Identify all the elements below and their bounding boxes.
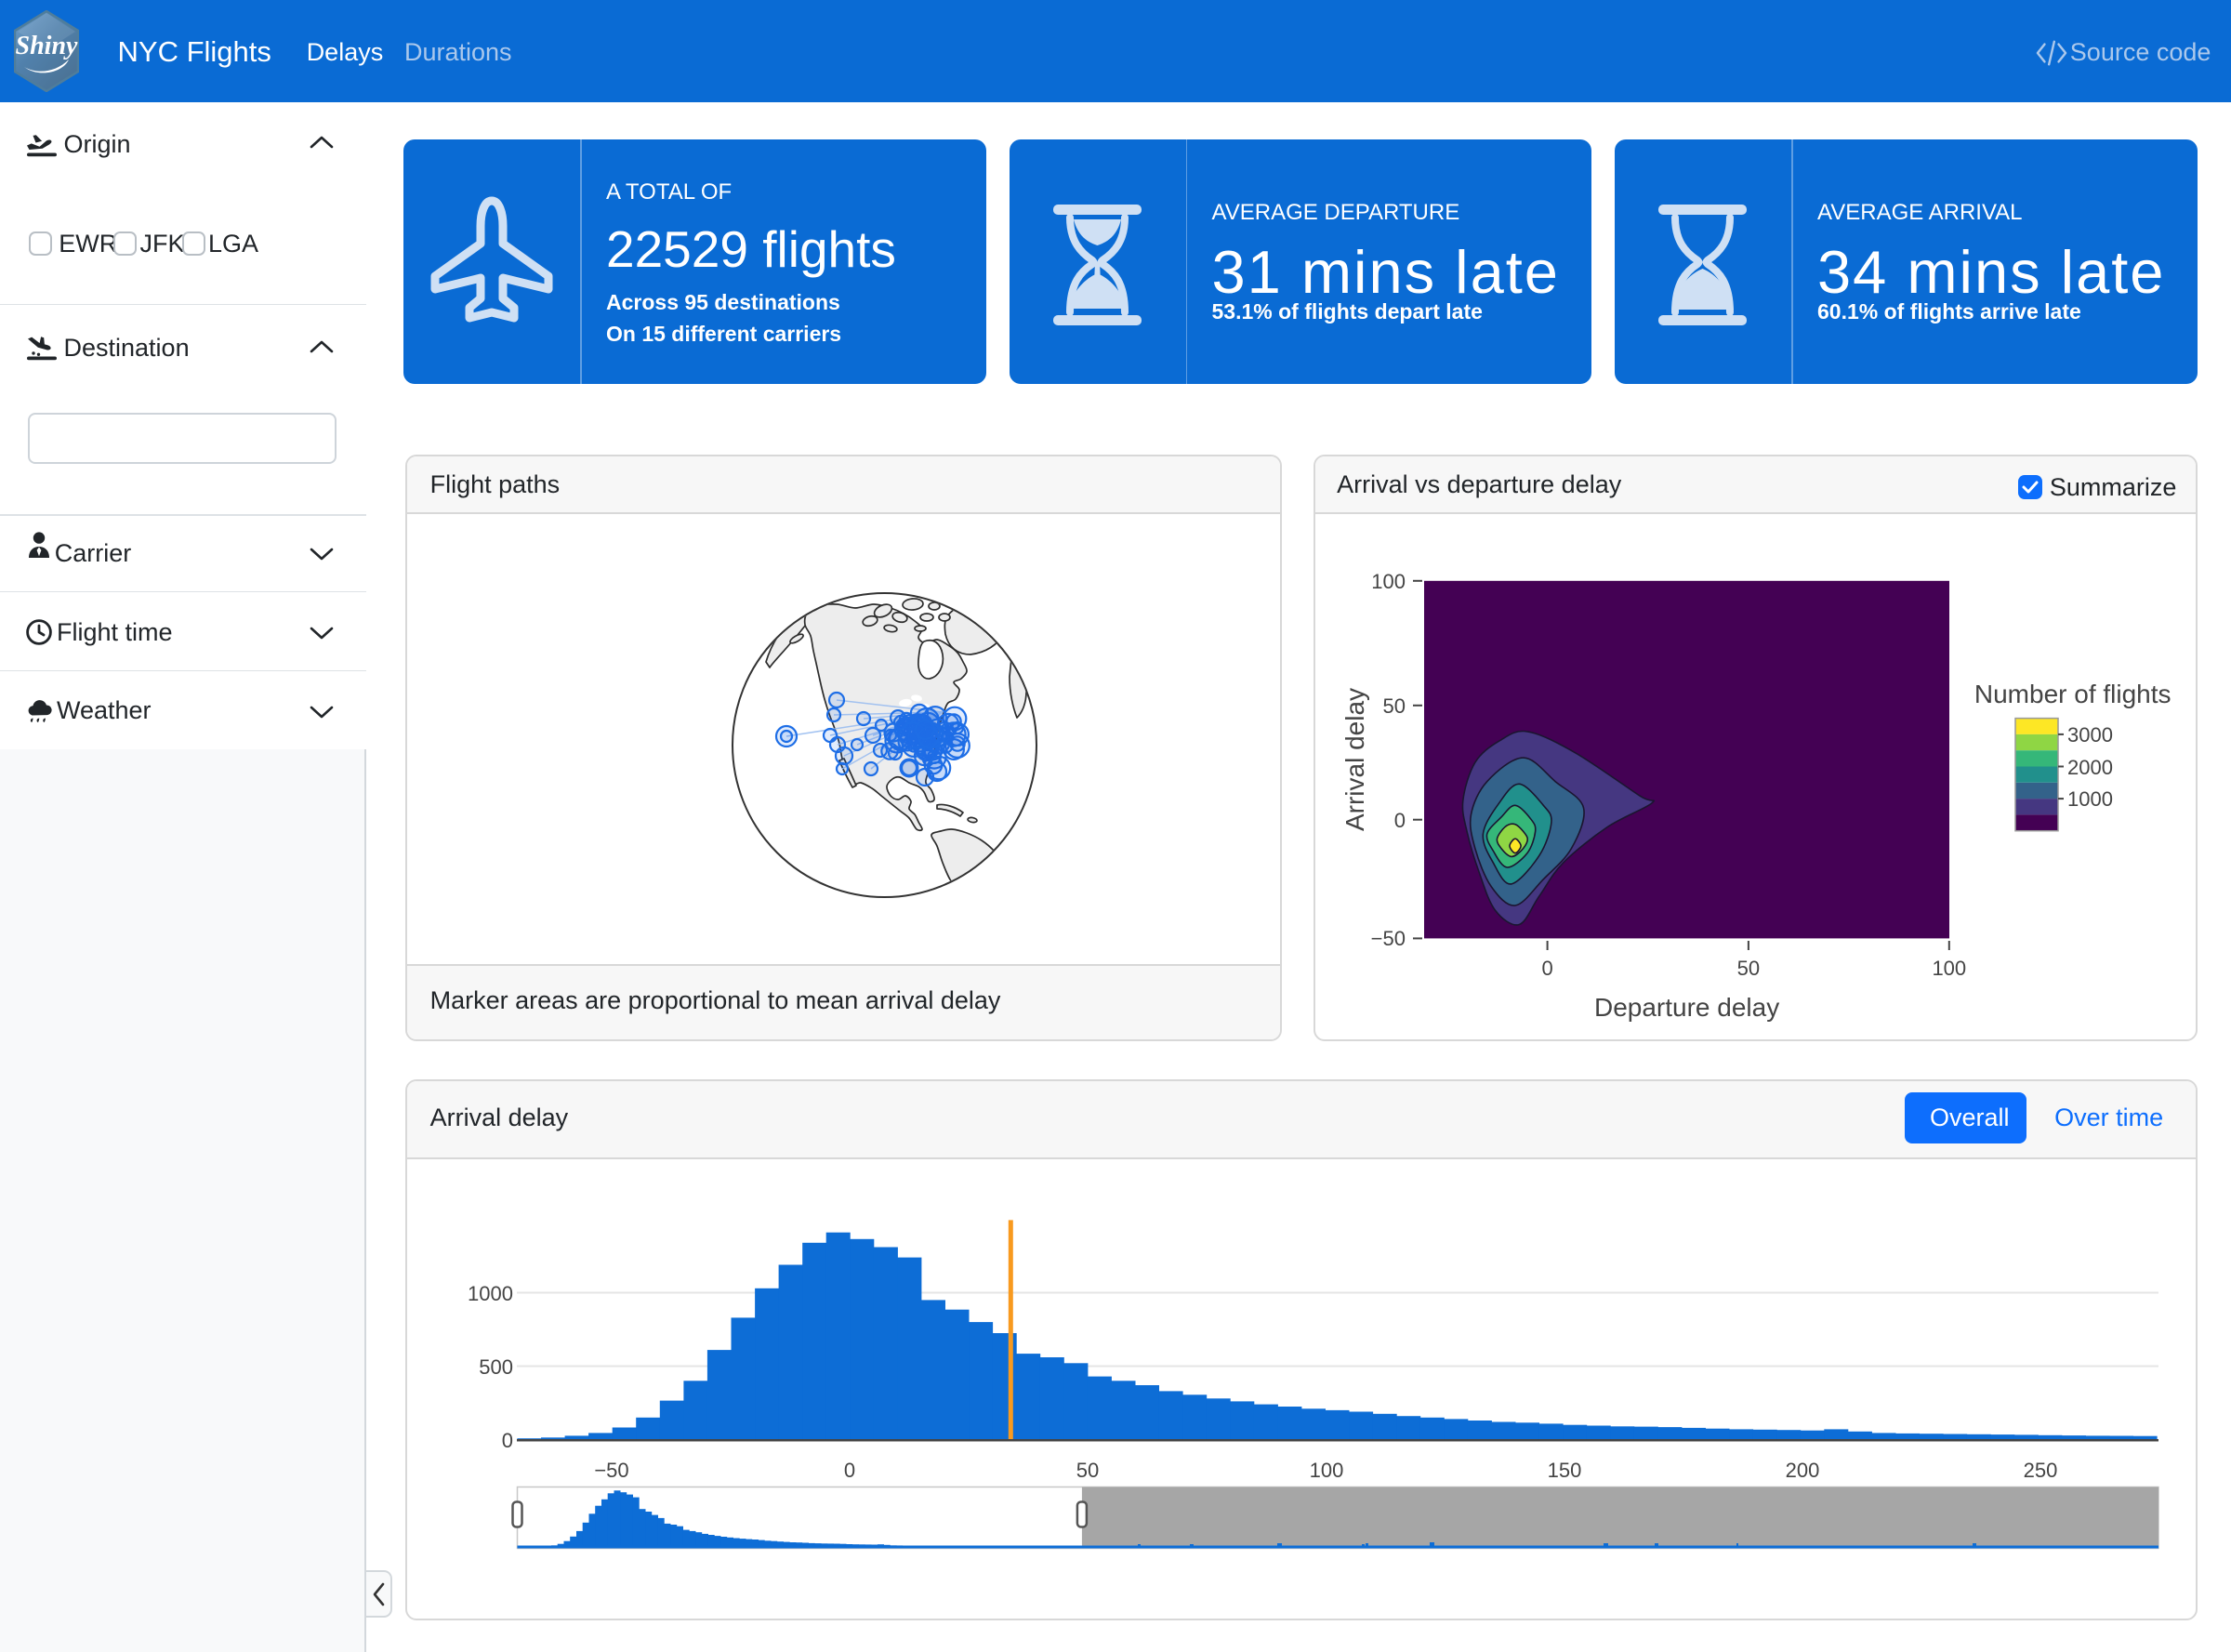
svg-text:2000: 2000: [2067, 756, 2113, 779]
svg-text:3000: 3000: [2067, 723, 2113, 747]
svg-text:50: 50: [1383, 694, 1406, 718]
svg-text:0: 0: [502, 1429, 513, 1452]
svg-text:150: 150: [1548, 1459, 1582, 1482]
svg-text:0: 0: [1541, 957, 1552, 980]
svg-text:Number of flights: Number of flights: [1974, 680, 2172, 708]
svg-text:100: 100: [1932, 957, 1966, 980]
svg-text:Shiny: Shiny: [16, 32, 78, 60]
svg-text:−50: −50: [594, 1459, 628, 1482]
svg-text:100: 100: [1371, 570, 1406, 593]
svg-text:50: 50: [1737, 957, 1760, 980]
svg-text:0: 0: [844, 1459, 855, 1482]
svg-text:500: 500: [479, 1355, 513, 1379]
svg-text:1000: 1000: [2067, 787, 2113, 811]
svg-text:−50: −50: [1371, 927, 1406, 950]
svg-text:100: 100: [1310, 1459, 1344, 1482]
svg-text:0: 0: [1394, 809, 1406, 832]
svg-text:Departure delay: Departure delay: [1594, 993, 1779, 1022]
svg-text:200: 200: [1786, 1459, 1820, 1482]
svg-text:50: 50: [1076, 1459, 1099, 1482]
svg-text:1000: 1000: [468, 1282, 513, 1305]
svg-text:Arrival delay: Arrival delay: [1340, 688, 1369, 831]
svg-text:250: 250: [2024, 1459, 2058, 1482]
